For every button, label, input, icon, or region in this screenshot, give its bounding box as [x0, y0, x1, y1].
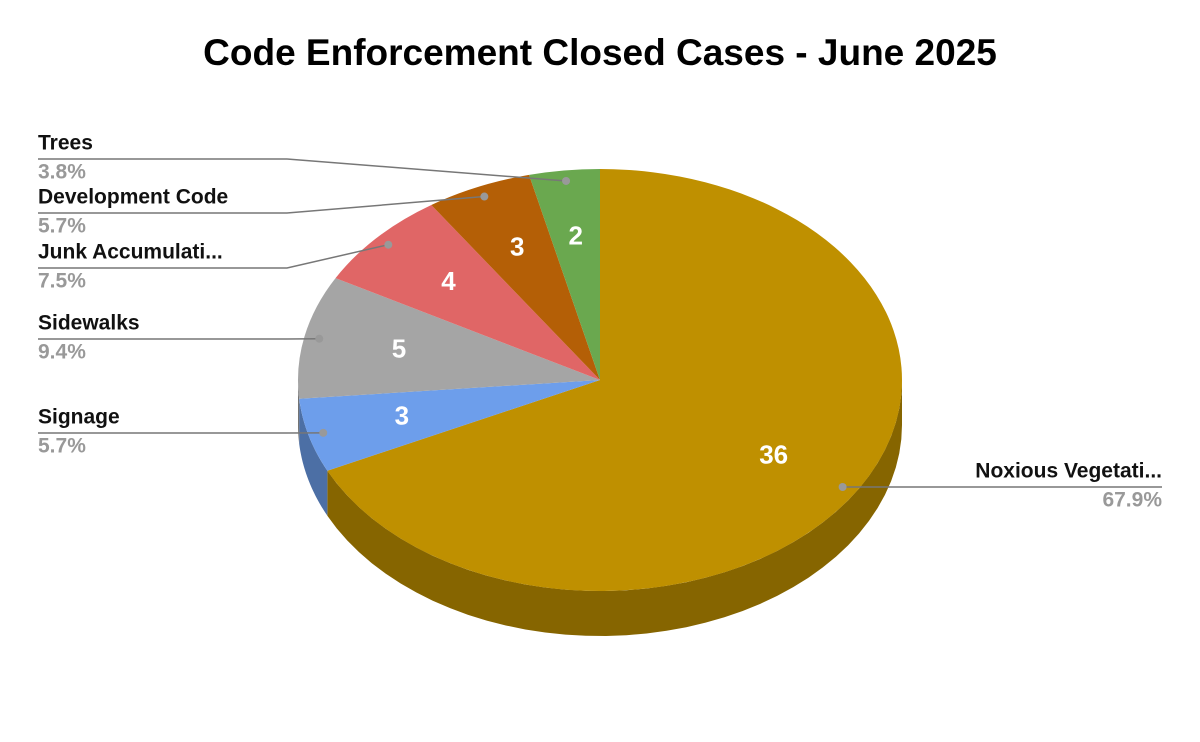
percent-label: 9.4%: [38, 341, 86, 364]
pie-slice: [298, 278, 600, 399]
leader-line: [38, 243, 389, 269]
leader-line: [38, 195, 485, 214]
slice-side: [299, 398, 328, 516]
data-label: 36: [759, 439, 788, 469]
leader-dot: [562, 176, 571, 185]
percent-label: 67.9%: [1102, 489, 1162, 512]
legend-label: Development Code: [38, 186, 228, 209]
legend-label: Signage: [38, 406, 120, 429]
percent-label: 5.7%: [38, 215, 86, 238]
pie-slice: [327, 169, 902, 591]
data-label: 4: [441, 266, 456, 296]
leader-dot: [315, 334, 324, 343]
leader-dot: [319, 428, 328, 437]
leader-dot: [838, 483, 847, 492]
data-label: 2: [568, 220, 582, 250]
chart-title: Code Enforcement Closed Cases - June 202…: [203, 32, 997, 73]
legend-label: Sidewalks: [38, 312, 140, 335]
legend-label: Trees: [38, 132, 93, 155]
pie-slice: [299, 380, 600, 471]
percent-label: 5.7%: [38, 435, 86, 458]
data-label: 5: [392, 333, 406, 363]
percent-label: 7.5%: [38, 270, 86, 293]
legend-label: Junk Accumulati...: [38, 241, 223, 264]
leader-line: [38, 158, 567, 182]
pie-slice: [431, 174, 600, 380]
legend-label: Noxious Vegetati...: [975, 460, 1162, 483]
data-label: 3: [395, 401, 409, 431]
pie-slice: [335, 204, 600, 380]
percent-label: 3.8%: [38, 161, 86, 184]
data-label: 3: [510, 232, 524, 262]
leader-dot: [384, 240, 393, 249]
leader-dot: [480, 192, 489, 201]
slice-side: [298, 380, 300, 444]
slice-side: [327, 380, 902, 636]
pie-slice: [529, 169, 600, 380]
